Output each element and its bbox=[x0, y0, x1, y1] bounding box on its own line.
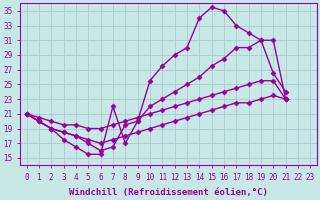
X-axis label: Windchill (Refroidissement éolien,°C): Windchill (Refroidissement éolien,°C) bbox=[69, 188, 268, 197]
